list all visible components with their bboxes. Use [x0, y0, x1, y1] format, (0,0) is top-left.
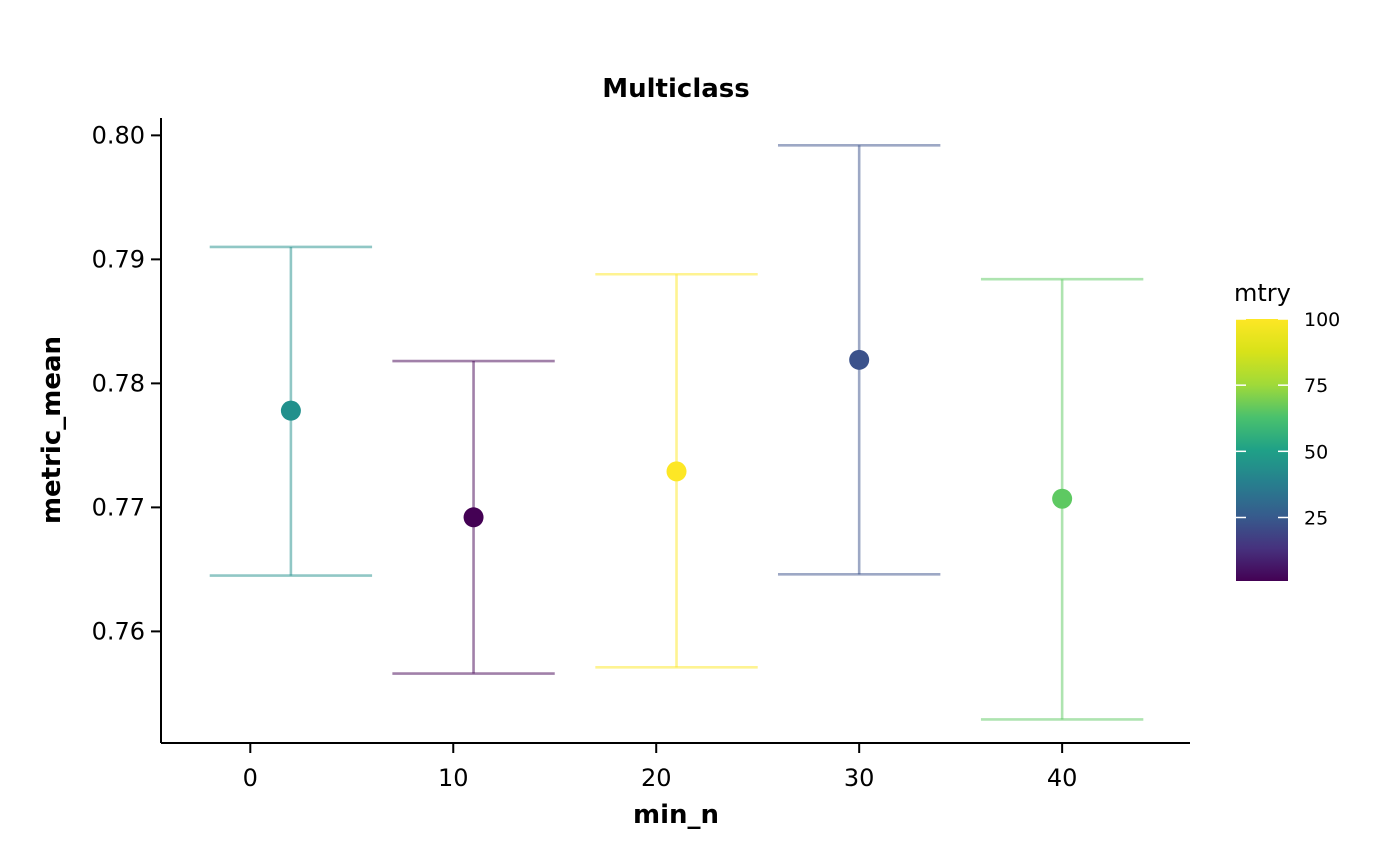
colorbar-tick-label: 25 [1304, 507, 1328, 529]
data-point [849, 349, 870, 370]
x-tick-label: 0 [243, 764, 258, 792]
colorbar-tick-label: 50 [1304, 441, 1328, 463]
x-tick-label: 10 [438, 764, 469, 792]
colorbar-tick-label: 75 [1304, 375, 1328, 397]
x-tick-label: 20 [641, 764, 672, 792]
color-legend: mtry 25 50 75 100 [1234, 279, 1340, 581]
y-tick-label: 0.79 [92, 245, 145, 273]
colorbar-ticks: 25 50 75 100 [1236, 309, 1340, 529]
y-tick-label: 0.78 [92, 369, 145, 397]
chart-title: Multiclass [602, 74, 749, 104]
plot-area: 0.76 0.77 0.78 0.79 0.80 0 10 20 30 40 [92, 118, 1190, 792]
x-axis-title: min_n [633, 800, 719, 830]
data-points [280, 349, 1073, 528]
y-tick-label: 0.77 [92, 493, 145, 521]
error-bars [209, 143, 1144, 721]
x-tick-label: 40 [1047, 764, 1078, 792]
y-tick-label: 0.80 [92, 121, 145, 149]
y-tick-label: 0.76 [92, 617, 145, 645]
x-tick-label: 30 [844, 764, 875, 792]
colorbar-tick-label: 100 [1304, 309, 1340, 331]
x-axis-ticks: 0 10 20 30 40 [243, 743, 1078, 792]
data-point [463, 507, 484, 528]
y-axis-ticks: 0.76 0.77 0.78 0.79 0.80 [92, 121, 161, 645]
data-point [280, 400, 301, 421]
data-point [1052, 488, 1073, 509]
legend-title: mtry [1234, 279, 1291, 307]
y-axis-title: metric_mean [37, 336, 67, 524]
colorbar [1236, 319, 1288, 581]
data-point [666, 461, 687, 482]
